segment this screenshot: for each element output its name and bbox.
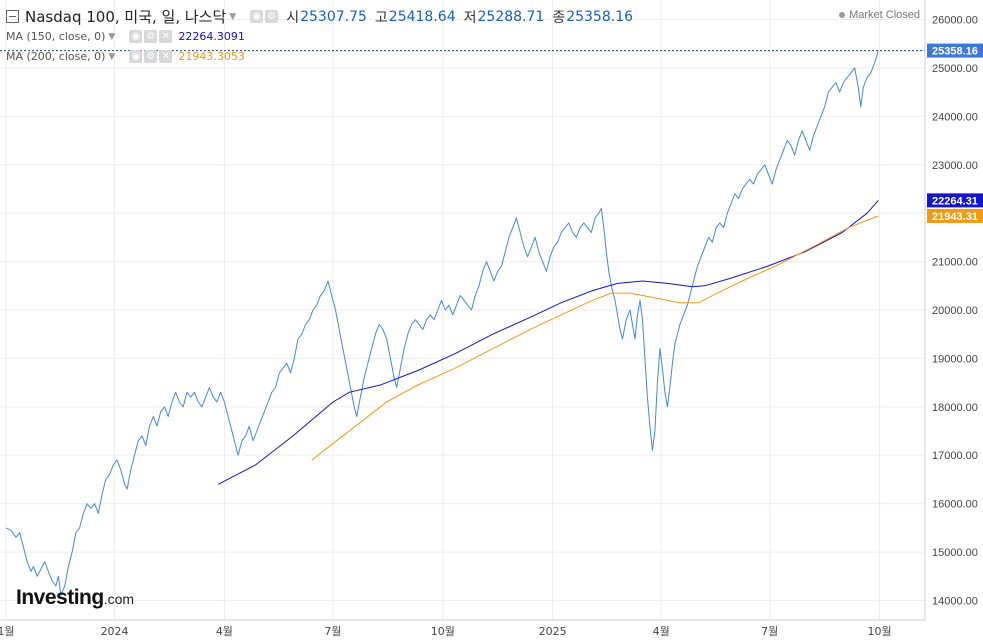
chart-header: Nasdaq 100, 미국, 일, 나스닥 ▼ ◉ ⚙ 시 25307.75 …: [6, 6, 633, 27]
series-line-ma150: [217, 200, 879, 485]
grid-lines: [0, 0, 925, 620]
x-tick-label: 7월: [761, 625, 778, 638]
price-tag-label: 25358.16: [932, 46, 978, 58]
instrument-title[interactable]: Nasdaq 100, 미국, 일, 나스닥: [25, 8, 227, 26]
x-tick-label: 1월: [0, 625, 15, 638]
gear-icon[interactable]: ⚙: [144, 30, 158, 43]
y-tick-label: 16000.00: [932, 499, 978, 511]
gear-icon[interactable]: ⚙: [265, 10, 279, 23]
market-status-text: Market Closed: [849, 9, 920, 21]
logo-main: Investing: [16, 586, 104, 609]
chevron-down-icon[interactable]: ▼: [108, 51, 116, 62]
eye-icon[interactable]: ◉: [129, 30, 143, 43]
gear-icon[interactable]: ⚙: [144, 50, 158, 63]
price-tag-bg: [927, 193, 983, 208]
status-dot-icon: [839, 12, 846, 19]
y-tick-label: 23000.00: [932, 160, 978, 172]
collapse-icon[interactable]: [6, 10, 19, 23]
low-value: 25288.71: [477, 8, 545, 25]
ma150-legend: MA (150, close, 0) ▼ ◉ ⚙ ✕ 22264.3091: [6, 30, 245, 43]
high-value: 25418.64: [388, 8, 456, 25]
close-label: 종: [552, 9, 566, 26]
x-tick-label: 4월: [653, 625, 670, 638]
y-tick-label: 19000.00: [932, 353, 978, 365]
close-icon[interactable]: ✕: [159, 50, 173, 63]
y-axis: 26000.0025000.0024000.0023000.0022000.00…: [932, 15, 978, 608]
y-tick-label: 18000.00: [932, 402, 978, 414]
close-icon[interactable]: ✕: [159, 30, 173, 43]
low-label: 저: [463, 9, 477, 26]
open-label: 시: [286, 9, 300, 26]
y-tick-label: 21000.00: [932, 257, 978, 269]
y-tick-label: 25000.00: [932, 63, 978, 75]
eye-icon[interactable]: ◉: [250, 10, 264, 23]
open-value: 25307.75: [300, 8, 367, 25]
x-tick-label: 7월: [324, 625, 341, 638]
high-label: 고: [374, 9, 388, 26]
y-tick-label: 14000.00: [932, 595, 978, 607]
ma200-legend: MA (200, close, 0) ▼ ◉ ⚙ ✕ 21943.3053: [6, 50, 245, 63]
logo-suffix: .com: [103, 591, 135, 607]
price-tags: 25358.16 22264.31 21943.31: [927, 43, 983, 223]
price-tag-bg: [927, 43, 983, 58]
x-tick-label: 2025: [539, 625, 567, 638]
y-tick-label: 26000.00: [932, 15, 978, 27]
series-layer: [5, 50, 879, 597]
y-tick-label: 24000.00: [932, 111, 978, 123]
price-tag-bg: [927, 208, 983, 223]
x-tick-label: 4월: [216, 625, 233, 638]
ma200-label[interactable]: MA (200, close, 0): [6, 50, 106, 63]
y-tick-label: 17000.00: [932, 450, 978, 462]
eye-icon[interactable]: ◉: [129, 50, 143, 63]
y-tick-label: 20000.00: [932, 305, 978, 317]
market-status: Market Closed: [839, 9, 920, 21]
chevron-down-icon[interactable]: ▼: [229, 11, 237, 22]
ma200-value: 21943.3053: [178, 50, 245, 63]
investing-logo: Investing.com: [16, 586, 134, 610]
x-axis: 1월 2024 4월 7월 10월 2025 4월 7월 10월: [0, 625, 892, 638]
price-tag-label: 21943.31: [932, 211, 978, 223]
series-line-ma200: [311, 215, 879, 461]
close-value: 25358.16: [566, 8, 634, 25]
chevron-down-icon[interactable]: ▼: [108, 31, 116, 42]
ma150-label[interactable]: MA (150, close, 0): [6, 30, 106, 43]
series-line-price: [5, 50, 879, 597]
x-tick-label: 2024: [101, 625, 129, 638]
price-tag-label: 22264.31: [932, 195, 978, 207]
ma150-value: 22264.3091: [178, 30, 245, 43]
y-tick-label: 15000.00: [932, 547, 978, 559]
x-tick-label: 10월: [867, 625, 891, 638]
x-tick-label: 10월: [431, 625, 455, 638]
